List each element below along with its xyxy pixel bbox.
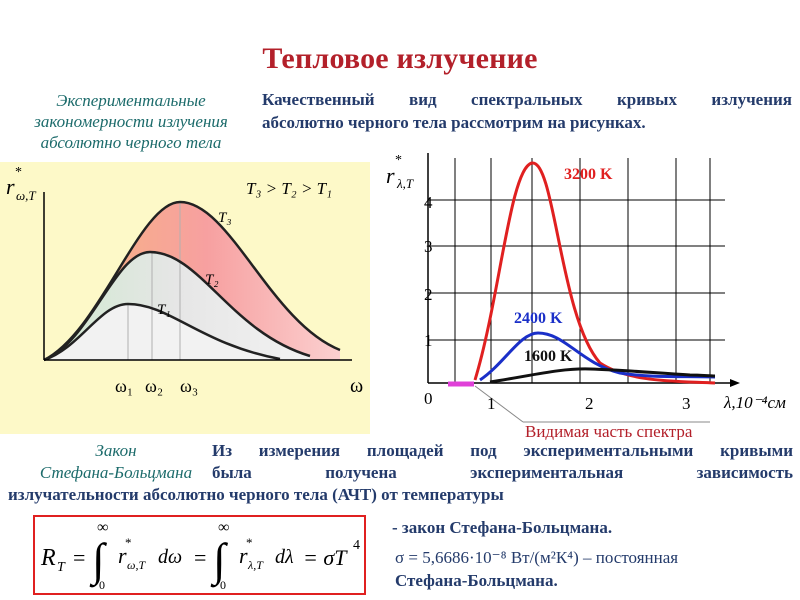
int2-sub: λ,T — [247, 558, 264, 572]
right-ylabel: r — [386, 163, 395, 188]
left-ylabel: r — [6, 174, 15, 199]
int1-upper: ∞ — [97, 519, 108, 536]
intro-text: Качественный вид спектральных кривых изл… — [262, 88, 792, 134]
int1-lower: 0 — [99, 578, 105, 592]
int1-body: r — [118, 543, 127, 568]
formula-lhs-sub: T — [57, 560, 66, 575]
law-name: Закон Стефана-Больцмана — [0, 440, 232, 484]
intro-line-2: абсолютно черного тела рассмотрим на рис… — [262, 113, 646, 132]
page-title: Тепловое излучение — [262, 42, 538, 75]
temperature-relation: T₃ > T₂ > T₁ — [246, 179, 332, 198]
formula-rhs: = σT — [303, 545, 348, 570]
sigma-constant: σ = 5,6686·10⁻⁸ Вт/(м²К⁴) – постоянная — [395, 548, 679, 567]
right-ylabel-sub: λ,T — [396, 176, 414, 191]
xtick-3: 3 — [682, 394, 691, 413]
formula-lhs: R — [40, 545, 56, 571]
label-3200: 3200 K — [564, 166, 613, 183]
subtitle-line-2: закономерности излучения — [34, 112, 228, 131]
tick-omega2: ω₂ — [145, 376, 163, 396]
subtitle-line-1: Экспериментальные — [56, 91, 206, 110]
ytick-2: 2 — [424, 285, 433, 304]
int2-body: r — [239, 543, 248, 568]
int1-star: * — [125, 535, 132, 550]
subtitle-line-3: абсолютно черного тела — [40, 133, 222, 152]
tick-omega3: ω₃ — [180, 376, 198, 396]
label-t3: T₃ — [218, 210, 232, 226]
int2-star: * — [246, 535, 253, 550]
integral-sign-2: ∫ — [210, 534, 228, 588]
integral-sign-1: ∫ — [89, 534, 107, 588]
ytick-1: 1 — [424, 331, 433, 350]
sigma-constant-line-2: Стефана-Больцмана. — [395, 571, 558, 590]
label-t1: T₁ — [157, 302, 171, 318]
int2-lower: 0 — [220, 578, 226, 592]
law-text-line-1: Из измерения площадей под эксперименталь… — [212, 441, 793, 460]
law-text-line-3: излучательности абсолютно черного тела (… — [8, 485, 504, 504]
int2-upper: ∞ — [218, 519, 229, 536]
right-x-arrow — [730, 379, 740, 387]
t1-curve — [43, 302, 281, 362]
visible-pointer — [474, 385, 524, 423]
right-grid — [428, 158, 725, 383]
left-spectrum-plot: r * ω,T T₃ > T₂ > T₁ T₃ T₂ T₁ ω₁ ω₂ ω₃ ω — [6, 165, 363, 397]
right-xlabel: λ,10⁻⁴см — [723, 393, 786, 412]
law-label: - закон Стефана-Больцмана. — [392, 518, 613, 537]
right-spectrum-plot: r * λ,T 0 1 2 3 4 1 2 3 λ,10⁻⁴см 3200 K … — [386, 153, 786, 440]
ytick-4: 4 — [424, 193, 433, 212]
int2-d: dλ — [275, 546, 294, 568]
stefan-boltzmann-formula: R T = ∫ ∞ 0 r * ω,T dω = ∫ ∞ 0 r * λ,T d… — [40, 519, 360, 592]
t2-curve — [43, 250, 311, 362]
right-ylabel-star: * — [395, 153, 402, 168]
law-name-line-1: Закон — [95, 441, 137, 460]
label-2400: 2400 K — [514, 310, 563, 327]
section-subtitle: Экспериментальные закономерности излучен… — [0, 90, 262, 153]
left-ylabel-sub: ω,T — [16, 188, 36, 203]
curve-1600 — [489, 367, 716, 384]
curve-2400 — [479, 331, 716, 382]
formula-power: 4 — [353, 538, 360, 553]
xtick-2: 2 — [585, 394, 594, 413]
label-t2: T₂ — [205, 272, 219, 288]
formula-eq2: = — [194, 545, 206, 570]
xtick-1: 1 — [487, 394, 496, 413]
law-name-line-2: Стефана-Больцмана — [39, 463, 193, 482]
law-text: Из измерения площадей под эксперименталь… — [212, 440, 793, 484]
tick-omega1: ω₁ — [115, 376, 133, 396]
ytick-3: 3 — [424, 237, 433, 256]
label-1600: 1600 K — [524, 348, 573, 365]
left-xlabel: ω — [350, 375, 363, 397]
formula-eq1: = — [73, 545, 85, 570]
visible-label: Видимая часть спектра — [525, 422, 693, 440]
t1-area — [44, 304, 280, 360]
law-text-line-2: была получена экспериментальная зависимо… — [212, 463, 793, 482]
left-plot-panel: r * ω,T T₃ > T₂ > T₁ T₃ T₂ T₁ ω₁ ω₂ ω₃ ω — [0, 162, 370, 434]
int1-d: dω — [158, 546, 182, 568]
int1-sub: ω,T — [127, 558, 146, 572]
ytick-0: 0 — [424, 389, 433, 408]
left-ylabel-star: * — [15, 165, 22, 180]
curve-3200 — [473, 161, 716, 385]
formula-box: R T = ∫ ∞ 0 r * ω,T dω = ∫ ∞ 0 r * λ,T d… — [33, 515, 366, 595]
intro-line-1: Качественный вид спектральных кривых изл… — [262, 90, 792, 109]
